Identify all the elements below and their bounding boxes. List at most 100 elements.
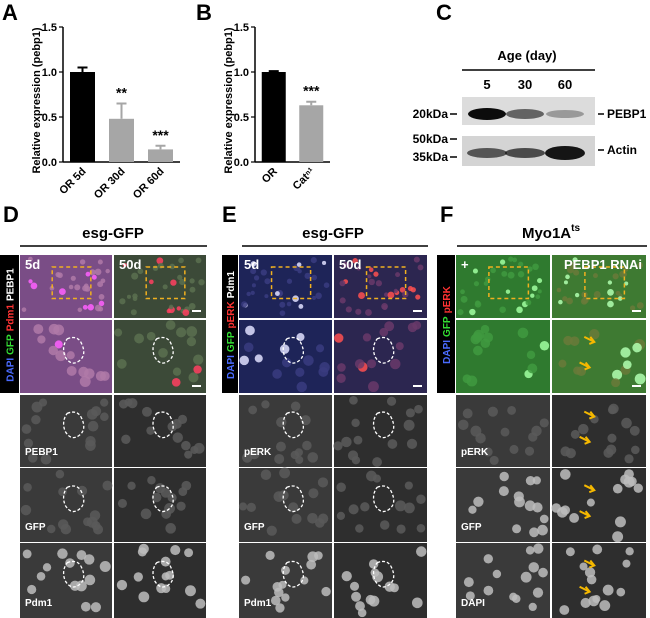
- bar: [299, 105, 324, 162]
- nucleus: [20, 504, 32, 516]
- nucleus: [607, 433, 617, 443]
- nucleus: [87, 304, 94, 311]
- row-label: pERK: [244, 447, 272, 458]
- nucleus: [167, 421, 178, 432]
- nucleus: [514, 496, 525, 508]
- bar: [261, 72, 286, 162]
- nucleus: [322, 260, 327, 266]
- nucleus: [276, 417, 287, 428]
- nucleus: [249, 448, 260, 460]
- nucleus: [593, 273, 598, 279]
- nucleus: [302, 440, 312, 451]
- nucleus: [509, 592, 518, 601]
- nucleus: [507, 271, 515, 279]
- nucleus: [116, 579, 128, 591]
- nucleus: [42, 563, 52, 572]
- nucleus: [193, 365, 202, 374]
- title-text: esg-GFP: [302, 225, 364, 242]
- nucleus: [307, 551, 319, 563]
- channel-name: PEBP1: [6, 268, 17, 301]
- nucleus: [55, 469, 65, 479]
- nucleus: [264, 278, 271, 285]
- nucleus: [535, 294, 541, 300]
- cell-outline: [372, 411, 395, 439]
- nucleus: [574, 292, 580, 298]
- nucleus: [489, 455, 499, 465]
- nucleus: [46, 524, 56, 534]
- nucleus: [592, 544, 603, 555]
- nucleus: [79, 376, 91, 387]
- nucleus: [580, 597, 591, 609]
- nucleus: [560, 505, 571, 515]
- nucleus: [57, 548, 68, 559]
- cell-outline: [282, 485, 304, 513]
- y-tick-label: 0.0: [42, 157, 57, 169]
- nucleus: [84, 554, 95, 565]
- cell-outline: [152, 411, 174, 439]
- nucleus: [55, 350, 67, 362]
- nucleus: [531, 285, 538, 292]
- nucleus: [636, 302, 644, 309]
- nucleus: [274, 291, 280, 296]
- nucleus: [100, 398, 109, 407]
- nucleus: [166, 308, 172, 314]
- nucleus: [295, 455, 304, 464]
- nucleus: [66, 351, 75, 360]
- nucleus: [367, 274, 372, 279]
- nucleus: [551, 503, 561, 513]
- nucleus: [399, 287, 406, 293]
- nucleus: [172, 367, 182, 376]
- nucleus: [415, 294, 421, 300]
- nucleus: [483, 554, 493, 564]
- nucleus: [37, 335, 46, 344]
- nucleus: [102, 480, 113, 491]
- significance-label: **: [116, 85, 127, 101]
- nucleus: [167, 493, 177, 503]
- nucleus: [286, 301, 292, 307]
- nucleus: [558, 299, 563, 305]
- panel-letter: F: [440, 202, 453, 227]
- nucleus: [21, 307, 27, 312]
- cell-outline: [152, 336, 174, 364]
- nucleus: [165, 320, 176, 330]
- nucleus: [368, 559, 379, 569]
- nucleus: [296, 381, 307, 393]
- nucleus: [458, 419, 469, 431]
- blot-band: [545, 146, 585, 160]
- age-label: Age (day): [497, 48, 556, 63]
- nucleus: [383, 292, 389, 297]
- nucleus: [307, 512, 318, 524]
- nucleus: [119, 298, 126, 305]
- nucleus: [341, 436, 352, 448]
- nucleus: [500, 427, 510, 437]
- nucleus: [260, 269, 267, 276]
- nucleus: [368, 595, 380, 607]
- nucleus: [318, 366, 329, 377]
- nucleus: [622, 559, 631, 568]
- nucleus: [499, 259, 506, 265]
- nucleus: [114, 328, 123, 337]
- nucleus: [337, 363, 346, 372]
- nucleus: [176, 327, 187, 338]
- nucleus: [137, 268, 144, 275]
- nucleus: [393, 288, 398, 293]
- nucleus: [351, 591, 362, 602]
- nucleus: [265, 550, 275, 560]
- cell-outline: [282, 336, 304, 364]
- nucleus: [624, 454, 634, 464]
- nucleus: [132, 293, 138, 299]
- x-tick-label: Catⁿ¹: [291, 165, 318, 192]
- nucleus: [286, 278, 293, 284]
- nucleus: [27, 584, 37, 595]
- nucleus: [384, 581, 395, 592]
- nucleus: [99, 560, 111, 572]
- marker-label: 20kDa: [413, 107, 449, 121]
- nucleus: [395, 342, 404, 351]
- nucleus: [161, 509, 172, 519]
- nucleus: [186, 336, 197, 347]
- arrow: [579, 510, 592, 520]
- nucleus: [198, 279, 205, 286]
- nucleus: [532, 587, 544, 598]
- nucleus: [178, 487, 188, 497]
- nucleus: [462, 408, 473, 419]
